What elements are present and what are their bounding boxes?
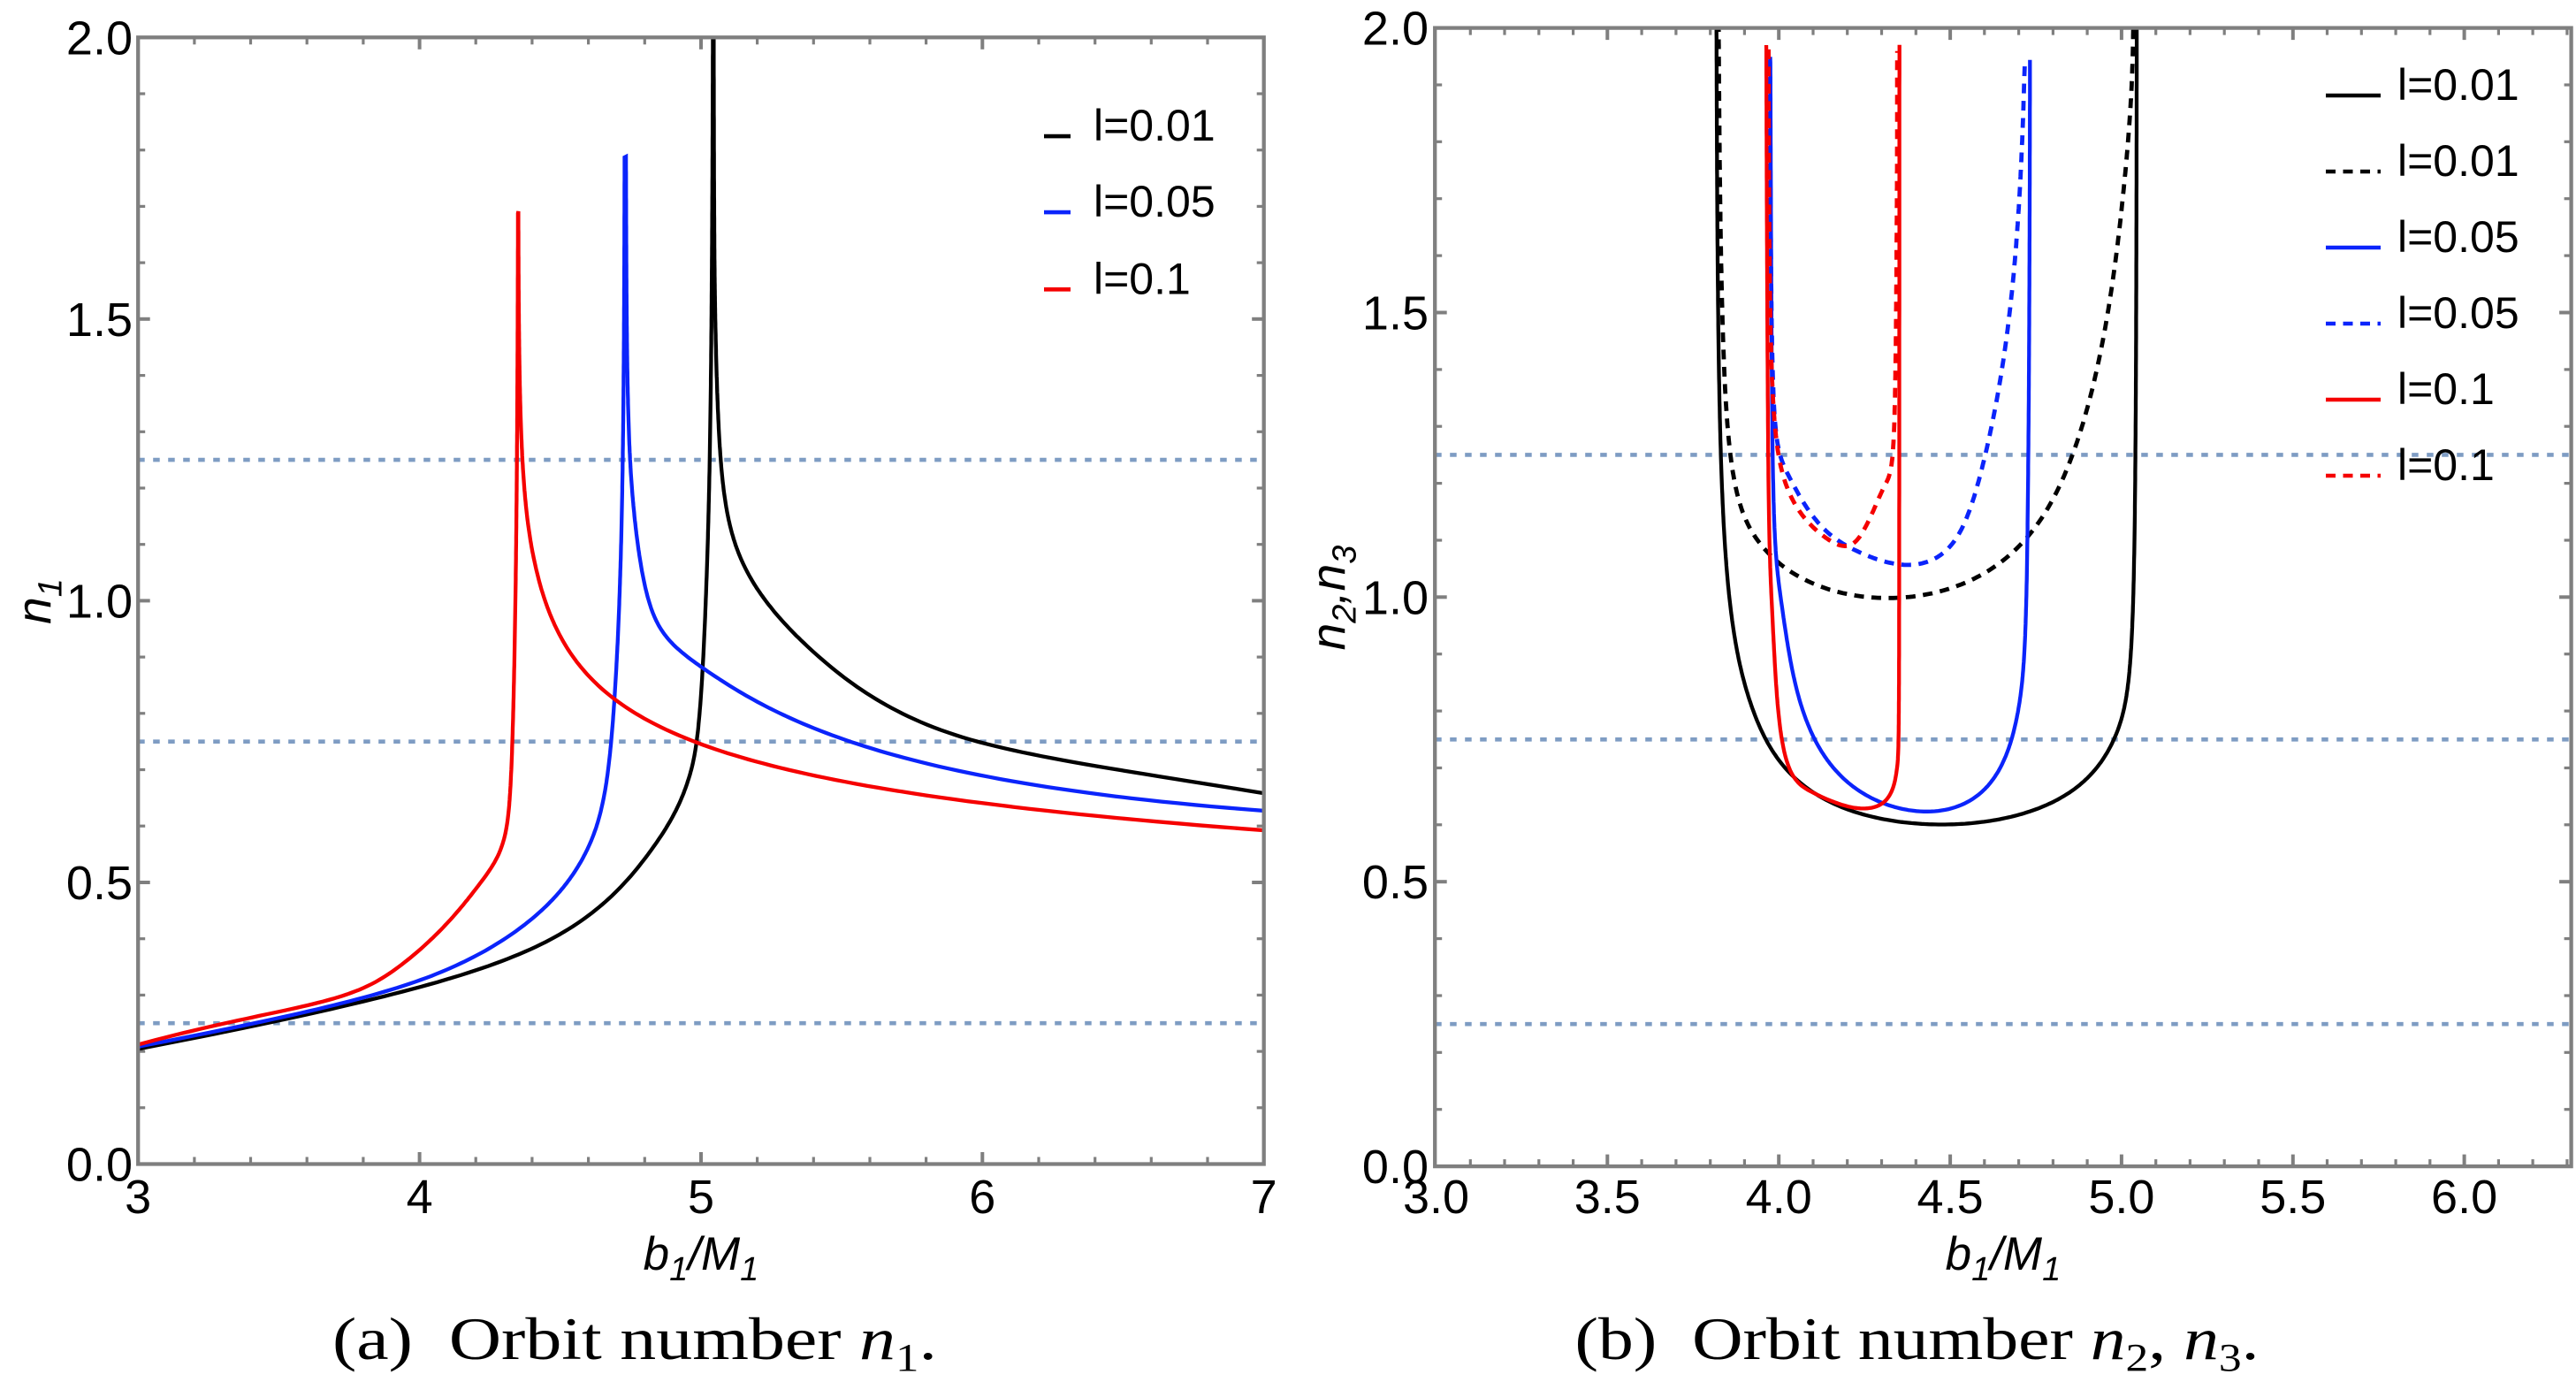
svg-text:2.0: 2.0: [1362, 3, 1429, 56]
svg-text:l=0.05: l=0.05: [2397, 288, 2519, 338]
svg-text:3.5: 3.5: [1574, 1171, 1641, 1224]
svg-text:4.0: 4.0: [1746, 1171, 1812, 1224]
svg-text:7: 7: [1251, 1171, 1277, 1224]
svg-text:5: 5: [688, 1171, 714, 1224]
svg-text:4: 4: [407, 1171, 433, 1224]
svg-text:l=0.1: l=0.1: [1094, 254, 1191, 303]
svg-text:l=0.05: l=0.05: [1094, 177, 1216, 226]
svg-text:l=0.05: l=0.05: [2397, 212, 2519, 262]
svg-text:1.5: 1.5: [1362, 287, 1429, 340]
svg-text:5.5: 5.5: [2260, 1171, 2326, 1224]
svg-text:2.0: 2.0: [66, 11, 133, 65]
svg-text:l=0.01: l=0.01: [2397, 136, 2519, 186]
svg-text:1.5: 1.5: [66, 294, 133, 347]
svg-text:1.0: 1.0: [66, 575, 133, 628]
svg-text:1.0: 1.0: [1362, 571, 1429, 624]
svg-text:6.0: 6.0: [2431, 1171, 2497, 1224]
svg-text:(a) Orbit number n1.: (a) Orbit number n1.: [332, 1306, 937, 1378]
svg-text:l=0.1: l=0.1: [2397, 440, 2495, 490]
svg-text:3: 3: [125, 1171, 151, 1224]
svg-text:n1: n1: [7, 578, 70, 624]
svg-text:0.5: 0.5: [1362, 856, 1429, 909]
svg-text:6: 6: [969, 1171, 995, 1224]
svg-text:(b) Orbit number n2, n3.: (b) Orbit number n2, n3.: [1575, 1306, 2260, 1378]
svg-text:0.0: 0.0: [1362, 1141, 1429, 1194]
svg-text:5.0: 5.0: [2088, 1171, 2154, 1224]
svg-text:l=0.01: l=0.01: [1094, 101, 1216, 150]
svg-text:3.0: 3.0: [1403, 1171, 1469, 1224]
svg-text:l=0.1: l=0.1: [2397, 364, 2495, 414]
svg-text:4.5: 4.5: [1917, 1171, 1984, 1224]
svg-text:0.0: 0.0: [66, 1139, 133, 1192]
svg-text:b1/M1: b1/M1: [644, 1228, 759, 1288]
svg-text:l=0.01: l=0.01: [2397, 60, 2519, 110]
svg-text:b1/M1: b1/M1: [1946, 1228, 2062, 1288]
svg-text:0.5: 0.5: [66, 857, 133, 910]
